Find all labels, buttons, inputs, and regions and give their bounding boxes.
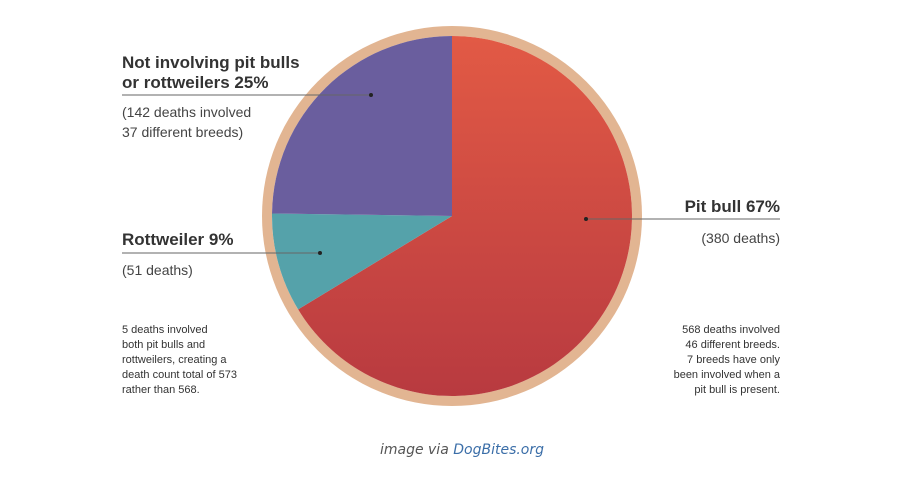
image-caption: image via DogBites.org — [0, 442, 924, 458]
label-other-title-line2: or rottweilers 25% — [122, 73, 269, 92]
label-other-detail-line1: (142 deaths involved — [122, 104, 252, 120]
label-rottweiler-detail: (51 deaths) — [122, 262, 193, 278]
label-other-detail-line2: 37 different breeds) — [122, 124, 244, 140]
caption-prefix: image via — [379, 442, 454, 458]
label-pitbull-title: Pit bull 67% — [684, 197, 780, 216]
note-left-line: death count total of 573 — [122, 369, 237, 381]
note-right-line: 7 breeds have only — [687, 354, 780, 366]
note-right-line: been involved when a — [673, 369, 780, 381]
pie-slice-other — [272, 36, 452, 216]
pie-slice-rottweiler — [272, 213, 452, 310]
note-right-line: 46 different breeds. — [685, 339, 780, 351]
caption-source-link[interactable]: DogBites.org — [453, 442, 545, 458]
note-right-line: 568 deaths involved — [682, 324, 780, 336]
pie-slice-pitbull — [298, 36, 632, 396]
leader-dot-pitbull — [584, 217, 588, 221]
label-other-title-line1: Not involving pit bulls — [122, 53, 300, 72]
note-left-line: rather than 568. — [122, 384, 200, 396]
note-right: 568 deaths involved 46 different breeds.… — [674, 323, 780, 398]
label-rottweiler-title: Rottweiler 9% — [122, 230, 234, 249]
note-left: 5 deaths involved both pit bulls and rot… — [122, 323, 237, 398]
label-pitbull-detail: (380 deaths) — [701, 230, 780, 246]
leader-dot-other — [369, 93, 373, 97]
leader-lines — [122, 93, 780, 255]
note-left-line: 5 deaths involved — [122, 324, 208, 336]
note-left-line: rottweilers, creating a — [122, 354, 227, 366]
leader-dot-rottweiler — [318, 251, 322, 255]
note-right-line: pit bull is present. — [694, 384, 780, 396]
note-left-line: both pit bulls and — [122, 339, 206, 351]
